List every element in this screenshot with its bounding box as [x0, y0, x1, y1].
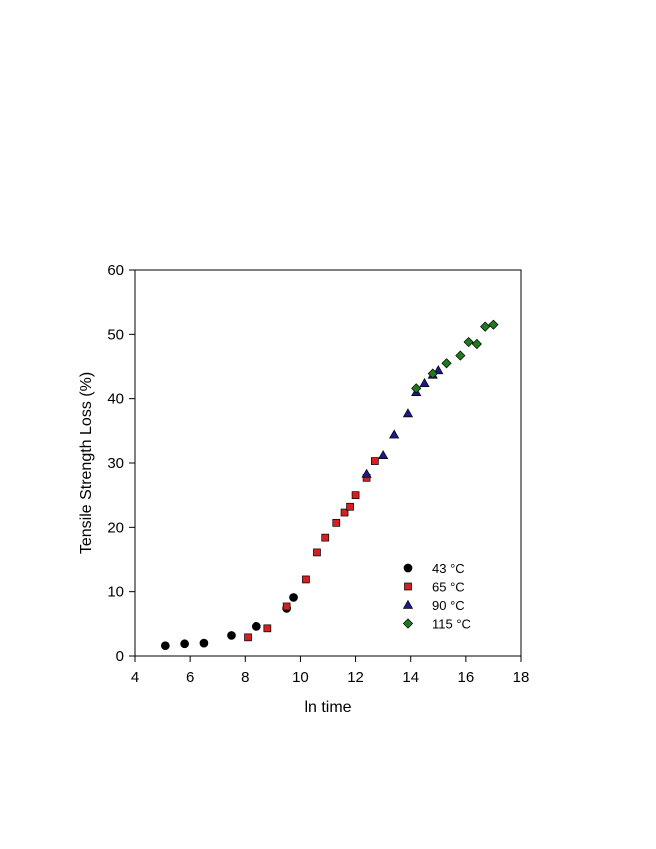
- x-tick-label: 14: [402, 669, 419, 686]
- square-data-point: [321, 533, 330, 542]
- diamond-data-point: [427, 368, 438, 379]
- square-data-point: [313, 548, 321, 557]
- circle-data-point: [199, 638, 209, 648]
- x-axis-ticks: 4 6 8 10 12 14 16 18: [131, 656, 530, 686]
- legend-label: 43 °C: [432, 561, 465, 576]
- triangle-data-point: [402, 408, 414, 418]
- circle-data-point: [160, 641, 170, 651]
- diamond-data-point: [480, 321, 491, 332]
- triangle-data-point: [361, 468, 372, 478]
- circle-data-point: [227, 631, 236, 640]
- legend-marker: [403, 563, 413, 573]
- legend-marker: [404, 582, 412, 591]
- x-axis-title: ln time: [304, 699, 351, 716]
- diamond-data-point: [463, 336, 474, 348]
- legend-label: 65 °C: [432, 580, 465, 595]
- triangle-data-point: [378, 450, 389, 460]
- square-data-point: [263, 624, 272, 633]
- diamond-data-point: [471, 338, 482, 350]
- circle-data-point: [289, 593, 298, 602]
- x-tick-label: 10: [292, 669, 309, 686]
- square-data-point: [346, 502, 354, 511]
- square-data-point: [244, 633, 252, 642]
- triangle-data-point: [389, 429, 400, 439]
- square-data-point: [282, 602, 291, 611]
- x-tick-label: 16: [458, 669, 475, 686]
- square-data-point: [351, 491, 360, 500]
- legend-marker: [402, 618, 414, 629]
- data-markers: [160, 319, 499, 651]
- y-tick-label: 50: [107, 326, 124, 343]
- square-data-point: [340, 508, 349, 517]
- square-data-point: [302, 575, 310, 584]
- x-tick-label: 12: [347, 669, 364, 686]
- circle-data-point: [251, 622, 261, 631]
- x-tick-label: 6: [186, 669, 194, 686]
- y-axis-ticks: 0 10 20 30 40 50 60: [107, 262, 135, 665]
- triangle-data-point: [419, 378, 430, 387]
- y-tick-label: 30: [107, 455, 124, 472]
- x-tick-label: 8: [241, 669, 249, 686]
- legend-label: 115 °C: [432, 617, 471, 632]
- y-tick-label: 0: [116, 648, 124, 665]
- legend-marker: [402, 599, 414, 609]
- y-axis-title: Tensile Strength Loss (%): [78, 372, 95, 554]
- legend: 43 °C 65 °C 90 °C 115 °C: [402, 561, 471, 632]
- square-data-point: [371, 457, 379, 465]
- y-tick-label: 20: [107, 519, 124, 536]
- diamond-data-point: [488, 319, 499, 330]
- y-tick-label: 60: [107, 262, 124, 279]
- x-tick-label: 4: [131, 669, 139, 686]
- circle-data-point: [180, 639, 189, 649]
- legend-label: 90 °C: [432, 598, 465, 613]
- square-data-point: [332, 518, 341, 527]
- y-tick-label: 10: [107, 584, 124, 601]
- diamond-data-point: [441, 358, 452, 369]
- diamond-data-point: [455, 350, 466, 361]
- x-tick-label: 18: [513, 669, 530, 686]
- diamond-data-point: [411, 383, 422, 394]
- y-tick-label: 40: [107, 391, 124, 408]
